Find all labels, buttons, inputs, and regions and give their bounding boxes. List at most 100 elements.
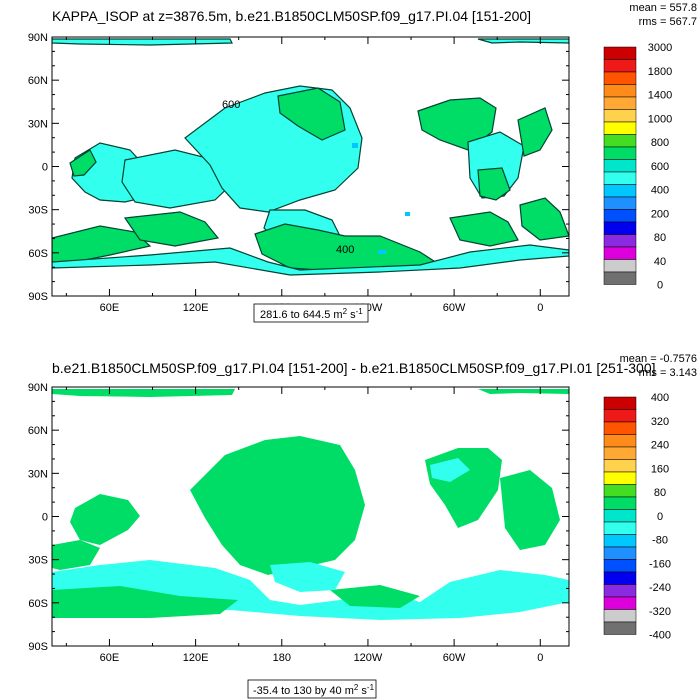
- panel-b-colorbar-swatch: [603, 459, 637, 473]
- panel-a-range-sup: 2: [343, 307, 348, 316]
- panel-b-colorbar-swatch: [603, 559, 637, 573]
- panel-b-north-atlantic: [425, 448, 502, 528]
- panel-a-xtick-label: 120E: [183, 302, 209, 314]
- panel-b-colorbar-label: -160: [649, 558, 671, 570]
- panel-b-ytick-label: 30S: [28, 555, 48, 567]
- panel-a-range-unit-sup: -1: [356, 307, 364, 316]
- panel-a-range-box: 281.6 to 644.5 m2 s-1: [253, 303, 369, 323]
- panel-a-contour-label: 400: [336, 244, 354, 256]
- panel-a-colorbar-label: 1800: [648, 66, 672, 78]
- panel-b-xtick-label: 120W: [354, 652, 383, 664]
- panel-a-arctic-right: [477, 38, 569, 44]
- panel-b-colorbar-swatch: [603, 471, 637, 485]
- panel-b-arctic-right: [478, 389, 569, 394]
- panel-b-colorbar-swatch: [603, 446, 637, 460]
- panel-a-blue-patch: [405, 212, 410, 216]
- panel-b-africa: [70, 494, 140, 545]
- panel-a-ytick-label: 0: [42, 162, 48, 174]
- panel-a-colorbar-label: 400: [651, 185, 669, 197]
- panel-a-colorbar-label: 3000: [648, 42, 672, 54]
- panel-b-colorbar-swatch: [603, 409, 637, 423]
- panel-b-colorbar-swatch: [603, 534, 637, 548]
- panel-a-colorbar-label: 80: [654, 232, 666, 244]
- panel-a-arctic-left: [52, 38, 233, 46]
- panel-a-colorbar-label: 800: [651, 137, 669, 149]
- panel-a-south-east: [519, 197, 569, 241]
- panel-a-range-unit: s: [347, 309, 356, 321]
- panel-b-ytick-label: 60S: [28, 598, 48, 610]
- panel-b-xtick-label: 60W: [443, 652, 466, 664]
- panel-b-south-green-2: [330, 585, 420, 608]
- panel-b-ytick-label: 90S: [28, 641, 48, 653]
- panel-a-ytick-label: 30S: [28, 205, 48, 217]
- panel-b-south-east: [52, 540, 100, 570]
- panel-a-antarctic-band: [52, 244, 569, 276]
- panel-b-ytick-label: 90N: [28, 382, 48, 394]
- panel-b-ytick-label: 0: [42, 512, 48, 524]
- panel-a-range: 281.6 to 644.5 m: [260, 309, 343, 321]
- panel-a-south-indian-2: [123, 211, 220, 247]
- panel-b-colorbar-label: 160: [651, 463, 669, 475]
- panel-b-arctic-left: [52, 389, 235, 397]
- panel-b-colorbar-label: 320: [651, 416, 669, 428]
- panel-b-colorbar-swatch: [603, 484, 637, 498]
- panel-b-colorbar-label: -80: [652, 535, 668, 547]
- panel-a-colorbar-label: 1000: [648, 113, 672, 125]
- panel-b-colorbar-swatch: [603, 421, 637, 435]
- panel-b-atlantic-cyan: [430, 458, 470, 482]
- panel-b-colorbar-label: 400: [651, 392, 669, 404]
- panel-b-range-unit: s: [358, 685, 367, 697]
- panel-a-xtick-label: 60W: [443, 302, 466, 314]
- panel-b-map: [52, 389, 569, 620]
- panel-a-south-pacific-green: [254, 223, 442, 272]
- panel-a-colorbar-swatch: [603, 109, 637, 123]
- panel-a-ytick-label: 60N: [28, 75, 48, 87]
- panel-a-blue-patch: [352, 143, 358, 148]
- panel-b-colorbar-swatch: [603, 609, 637, 623]
- panel-a-north-pacific-green: [277, 87, 346, 141]
- panel-b-colorbar-label: -240: [649, 582, 671, 594]
- panel-b-colorbar-label: 80: [654, 487, 666, 499]
- panel-a-colorbar-swatch: [603, 159, 637, 173]
- panel-a-atlantic-green: [477, 167, 511, 201]
- panel-a-ytick-label: 90N: [28, 32, 48, 44]
- panel-b-pacific-cyan: [270, 562, 345, 592]
- panel-b-colorbar-label: -400: [649, 630, 671, 642]
- panel-b-north-pacific: [190, 436, 365, 575]
- panel-a-east-atlantic: [517, 107, 553, 157]
- panel-b-south-green: [52, 586, 238, 618]
- panel-a-colorbar-label: 600: [651, 161, 669, 173]
- panel-a-xtick-label: 0: [537, 302, 543, 314]
- panel-a-map: 600 400: [52, 38, 569, 276]
- panel-b-range-unit-sup: -1: [367, 683, 375, 692]
- panel-b-xtick-label: 180: [273, 652, 291, 664]
- panel-a-ytick-label: 30N: [28, 118, 48, 130]
- panel-a-colorbar-swatch: [603, 46, 637, 60]
- panel-a-mean: mean = 557.8: [629, 2, 697, 14]
- panel-b-mean: mean = -0.7576: [620, 353, 697, 365]
- panel-b-colorbar-swatch: [603, 621, 637, 635]
- panel-a-colorbar-swatch: [603, 71, 637, 85]
- panel-b-east: [500, 470, 560, 550]
- panel-a-blue-patch: [378, 250, 386, 254]
- panel-a-africa-green: [69, 149, 97, 177]
- panel-a-contour-label: 600: [222, 99, 240, 111]
- panel-b-colorbar-label: -320: [649, 606, 671, 618]
- panel-b-title: b.e21.B1850CLM50SP.f09_g17.PI.04 [151-20…: [52, 360, 656, 376]
- panel-b-colorbar-swatch: [603, 571, 637, 585]
- panel-b-xtick-label: 60E: [100, 652, 120, 664]
- panel-a-colorbar-swatch: [603, 259, 637, 273]
- panel-a-title: KAPPA_ISOP at z=3876.5m, b.e21.B1850CLM5…: [52, 8, 531, 24]
- panel-b-xtick-label: 120E: [183, 652, 209, 664]
- panel-b-axis: 90N 60N 30N 0 30S 60S 90S 60E 120E 180 120W 60W 0: [28, 382, 569, 664]
- panel-a-colorbar-swatch: [603, 196, 637, 210]
- panel-b-xtick-label: 0: [537, 652, 543, 664]
- panel-b-colorbar-swatch: [603, 521, 637, 535]
- panel-a-colorbar-swatch: [603, 96, 637, 110]
- panel-a-ytick-label: 90S: [28, 291, 48, 303]
- panel-b-colorbar-swatch: [603, 496, 637, 510]
- panel-a-colorbar-swatch: [603, 184, 637, 198]
- panel-b-colorbar-swatch: [603, 596, 637, 610]
